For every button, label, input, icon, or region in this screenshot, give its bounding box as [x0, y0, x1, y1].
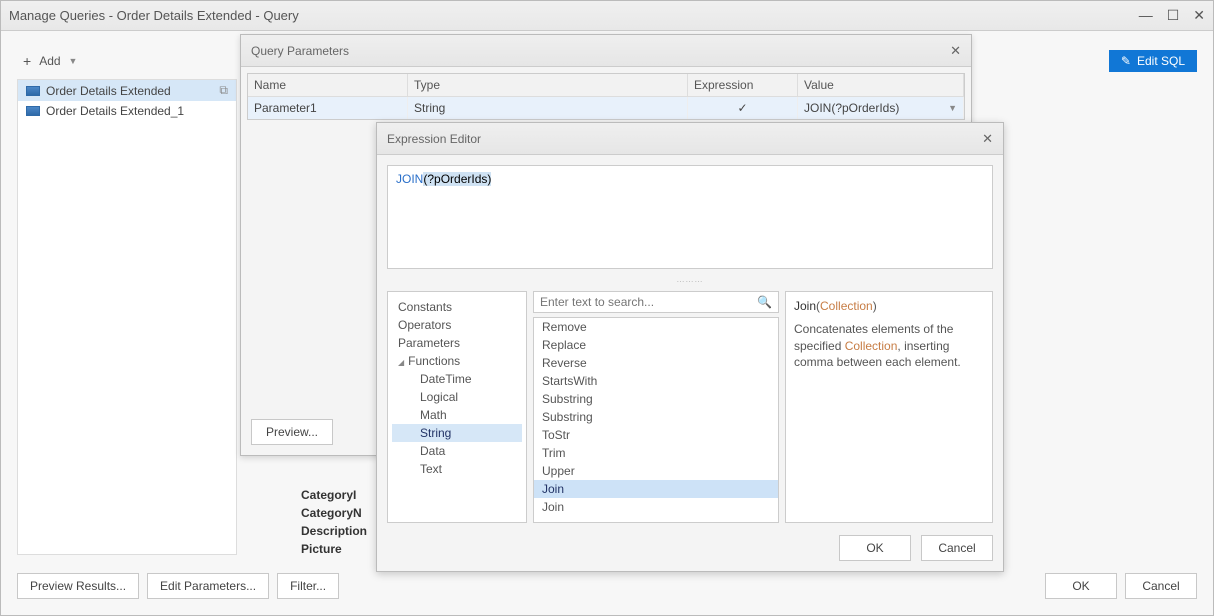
edit-sql-label: Edit SQL	[1137, 54, 1185, 68]
window-controls: — ☐ ✕	[1139, 7, 1205, 24]
tree-item-label: Order Details Extended	[46, 84, 171, 98]
function-list-item[interactable]: Remove	[534, 318, 778, 336]
copy-icon[interactable]: ⧉	[219, 83, 228, 98]
function-list-item[interactable]: Reverse	[534, 354, 778, 372]
ee-lower-panels: Constants Operators Parameters Functions…	[387, 291, 993, 523]
ok-button[interactable]: OK	[839, 535, 911, 561]
function-list-item[interactable]: StartsWith	[534, 372, 778, 390]
search-box[interactable]: 🔍	[533, 291, 779, 313]
description-panel: Join(Collection) Concatenates elements o…	[785, 291, 993, 523]
function-signature: Join(Collection)	[794, 298, 984, 315]
tree-data[interactable]: Data	[392, 442, 522, 460]
search-input[interactable]	[540, 295, 757, 309]
qp-title-text: Query Parameters	[251, 44, 349, 58]
add-button[interactable]: + Add ▼	[17, 51, 83, 71]
expr-selection: (?pOrderIds)	[423, 172, 491, 186]
query-tree-panel: Order Details Extended ⧉ Order Details E…	[17, 79, 237, 555]
ee-body: JOIN(?pOrderIds) ⋯⋯⋯ Constants Operators…	[377, 155, 1003, 571]
function-list-item[interactable]: Replace	[534, 336, 778, 354]
tree-functions[interactable]: Functions	[392, 352, 522, 370]
filter-button[interactable]: Filter...	[277, 573, 339, 599]
qp-grid-row[interactable]: Parameter1 String ✓ JOIN(?pOrderIds) ▼	[248, 97, 964, 119]
edit-sql-button[interactable]: Edit SQL	[1109, 50, 1197, 72]
qp-title-bar: Query Parameters ✕	[241, 35, 971, 67]
ee-title-text: Expression Editor	[387, 132, 481, 146]
function-list-item[interactable]: Trim	[534, 444, 778, 462]
tree-text[interactable]: Text	[392, 460, 522, 478]
function-list-item[interactable]: Substring	[534, 390, 778, 408]
chevron-down-icon: ▼	[69, 56, 78, 66]
main-title-text: Manage Queries - Order Details Extended …	[9, 8, 299, 23]
ok-button[interactable]: OK	[1045, 573, 1117, 599]
tree-constants[interactable]: Constants	[392, 298, 522, 316]
plus-icon: +	[23, 53, 31, 69]
query-icon	[26, 86, 40, 96]
edit-parameters-button[interactable]: Edit Parameters...	[147, 573, 269, 599]
function-list-item[interactable]: Join	[534, 498, 778, 516]
checkmark-icon: ✓	[737, 101, 747, 115]
close-icon[interactable]: ✕	[982, 131, 993, 147]
preview-results-button[interactable]: Preview Results...	[17, 573, 139, 599]
expression-editor-dialog: Expression Editor ✕ JOIN(?pOrderIds) ⋯⋯⋯…	[376, 122, 1004, 572]
tree-operators[interactable]: Operators	[392, 316, 522, 334]
close-icon[interactable]: ✕	[950, 43, 961, 59]
field-label: CategoryI	[301, 486, 367, 504]
search-icon: 🔍	[757, 295, 772, 309]
col-type: Type	[408, 74, 688, 97]
minimize-icon[interactable]: —	[1139, 7, 1153, 24]
field-label: Description	[301, 522, 367, 540]
qp-footer: Preview...	[251, 419, 333, 445]
tree-string[interactable]: String	[392, 424, 522, 442]
field-label: CategoryN	[301, 504, 367, 522]
cell-type[interactable]: String	[408, 97, 688, 119]
cell-value[interactable]: JOIN(?pOrderIds) ▼	[798, 97, 964, 119]
tree-item[interactable]: Order Details Extended ⧉	[18, 80, 236, 101]
ee-title-bar: Expression Editor ✕	[377, 123, 1003, 155]
preview-button[interactable]: Preview...	[251, 419, 333, 445]
ee-footer: OK Cancel	[387, 531, 993, 561]
desc-arg-inline: Collection	[845, 339, 898, 353]
tree-datetime[interactable]: DateTime	[392, 370, 522, 388]
tree-logical[interactable]: Logical	[392, 388, 522, 406]
main-title-bar: Manage Queries - Order Details Extended …	[1, 1, 1213, 31]
bottom-toolbar: Preview Results... Edit Parameters... Fi…	[17, 573, 1197, 599]
field-label: Picture	[301, 540, 367, 558]
tree-math[interactable]: Math	[392, 406, 522, 424]
qp-grid: Name Type Expression Value Parameter1 St…	[247, 73, 965, 120]
maximize-icon[interactable]: ☐	[1167, 7, 1180, 24]
col-value: Value	[798, 74, 964, 97]
function-list-item[interactable]: Upper	[534, 462, 778, 480]
cell-name[interactable]: Parameter1	[248, 97, 408, 119]
close-icon[interactable]: ✕	[1193, 7, 1205, 24]
function-list-item[interactable]: Substring	[534, 408, 778, 426]
cell-expression-checkbox[interactable]: ✓	[688, 97, 798, 119]
category-tree: Constants Operators Parameters Functions…	[387, 291, 527, 523]
col-name: Name	[248, 74, 408, 97]
cell-value-text: JOIN(?pOrderIds)	[804, 101, 899, 115]
cancel-button[interactable]: Cancel	[1125, 573, 1197, 599]
tree-item[interactable]: Order Details Extended_1	[18, 101, 236, 121]
function-list-panel: 🔍 RemoveReplaceReverseStartsWithSubstrin…	[533, 291, 779, 523]
tree-parameters[interactable]: Parameters	[392, 334, 522, 352]
field-list: CategoryI CategoryN Description Picture	[301, 486, 367, 558]
desc-fn-arg: Collection	[820, 299, 873, 313]
function-list[interactable]: RemoveReplaceReverseStartsWithSubstringS…	[533, 317, 779, 523]
expression-textarea[interactable]: JOIN(?pOrderIds)	[387, 165, 993, 269]
tree-item-label: Order Details Extended_1	[46, 104, 184, 118]
desc-fn-name: Join	[794, 299, 816, 313]
cancel-button[interactable]: Cancel	[921, 535, 993, 561]
col-expression: Expression	[688, 74, 798, 97]
query-icon	[26, 106, 40, 116]
function-list-item[interactable]: Join	[534, 480, 778, 498]
add-label: Add	[39, 54, 60, 68]
chevron-down-icon[interactable]: ▼	[948, 103, 957, 113]
qp-grid-header: Name Type Expression Value	[248, 74, 964, 97]
splitter[interactable]: ⋯⋯⋯	[387, 277, 993, 283]
desc-text: Concatenates elements of the specified C…	[794, 321, 984, 371]
function-list-item[interactable]: ToStr	[534, 426, 778, 444]
expr-keyword: JOIN	[396, 172, 423, 186]
